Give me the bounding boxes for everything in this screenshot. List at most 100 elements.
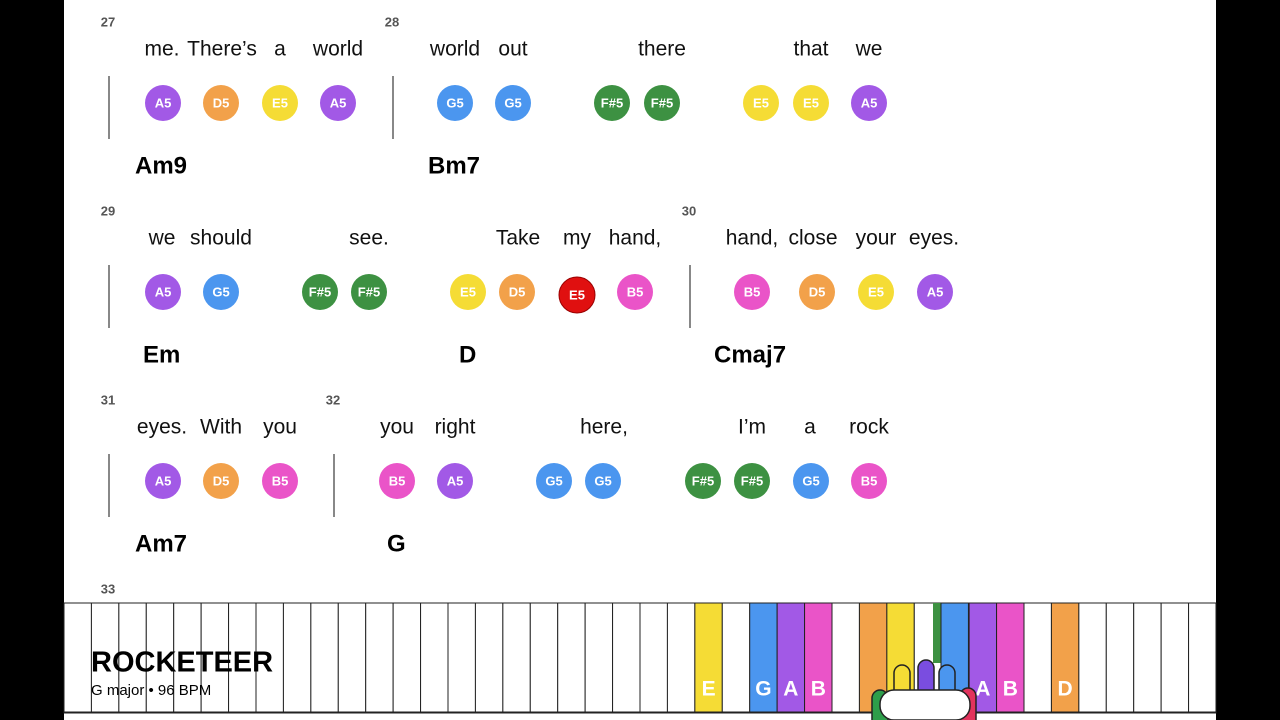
lyric-word: should [190,227,252,250]
key-label: E [702,678,716,701]
note-dot [851,463,887,499]
lyric-word: There’s [187,38,257,61]
lyric-word: a [804,416,816,439]
piano-key [557,602,586,713]
key-label: A [975,678,990,701]
hand-illustration [871,659,977,720]
key-label: A [783,678,798,701]
note-label: F#5 [651,95,673,110]
lyric-word: eyes. [137,416,187,439]
piano-key [804,602,833,713]
key-label: B [1003,678,1018,701]
chord: Bm7 [428,152,480,179]
note-label: F#5 [692,473,714,488]
measure-number: 30 [682,203,696,218]
piano-key [1078,602,1107,713]
chord: Am7 [135,530,187,557]
chord: Em [143,341,180,368]
piano-key [474,602,504,713]
note-label: A5 [155,95,172,110]
note-dot [585,463,621,499]
piano-key [63,602,92,713]
piano-key [1023,602,1052,713]
piano-key [200,602,230,713]
note-label: F#5 [741,473,763,488]
note-dot [450,274,486,310]
measure-number: 28 [385,14,399,29]
piano-key [282,602,312,713]
piano-key [1160,602,1190,713]
note-label: B5 [627,284,644,299]
note-label: E5 [803,95,819,110]
lyric-word: world [429,38,480,61]
note-dot [793,463,829,499]
lyric-word: close [788,227,837,250]
note-dot [145,85,181,121]
note-dot [203,85,239,121]
piano-key [420,602,449,713]
note-dot [851,85,887,121]
chord: D [459,341,476,368]
note-dot [437,463,473,499]
note-label: A5 [155,473,172,488]
lyric-word: eyes. [909,227,959,250]
note-dot [351,274,387,310]
piano-key [502,602,531,713]
song-subtitle: G major • 96 BPM [91,682,211,699]
lyric-word: you [380,416,414,439]
note-dot [320,85,356,121]
note-dot [203,463,239,499]
note-label: E5 [272,95,288,110]
sheet [64,0,1216,720]
lyric-word: that [793,38,828,61]
note-dot [262,85,298,121]
note-dot [499,274,535,310]
note-label: D5 [509,284,526,299]
note-dot [734,274,770,310]
note-label: E5 [868,284,884,299]
chord: Am9 [135,152,187,179]
piano-key [447,602,476,713]
note-label: E5 [753,95,769,110]
lyric-word: here, [580,416,628,439]
lyric-word: With [200,416,242,439]
lyric-word: me. [144,38,179,61]
note-dot [594,85,630,121]
measure-number: 27 [101,14,115,29]
note-dot [793,85,829,121]
note-dot [644,85,680,121]
piano-key [529,602,559,713]
piano-key [831,602,860,713]
note-dot [437,85,473,121]
lyric-word: Take [496,227,540,250]
note-dot [617,274,653,310]
piano-key [612,602,641,713]
lyric-word: out [498,38,527,61]
note-label: G5 [212,284,229,299]
note-dot [145,274,181,310]
sheet-content: 27 Am9 28 Bm7 me. There’s a world world out there t… [101,14,959,596]
note-dot [799,274,835,310]
note-dot [302,274,338,310]
lyric-word: we [855,38,883,61]
note-dot [145,463,181,499]
note-dot [558,276,596,314]
note-dot [858,274,894,310]
note-label: D5 [809,284,826,299]
piano-key [255,602,284,713]
note-dot [685,463,721,499]
lyric-word: I’m [738,416,766,439]
lyric-word: a [274,38,286,61]
piano-key [310,602,339,713]
note-label: B5 [861,473,878,488]
lyric-word: you [263,416,297,439]
lyric-word: my [563,227,591,250]
chord: G [387,530,406,557]
piano-key [1188,602,1217,713]
lyric-word: your [856,227,897,250]
note-label: E5 [460,284,476,299]
piano-key [694,602,723,713]
note-label: F#5 [601,95,623,110]
